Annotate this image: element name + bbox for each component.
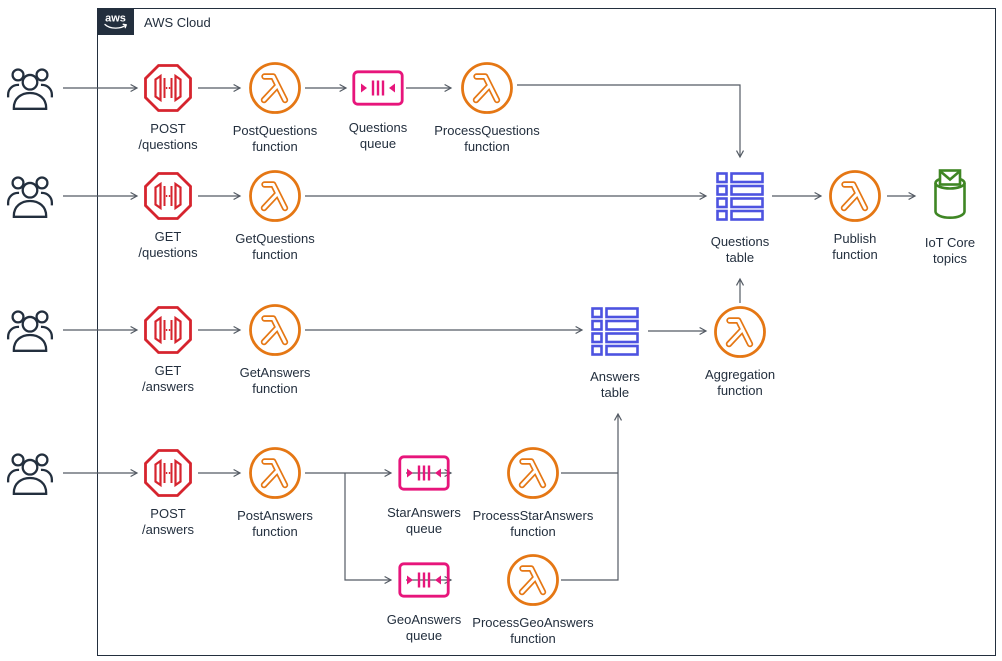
- node-geoanswers-queue: GeoAnswers queue: [349, 562, 499, 643]
- node-staranswers-queue: StarAnswers queue: [349, 455, 499, 536]
- node-iot-core-topics: IoT Core topics: [875, 166, 1002, 266]
- node-users-1: [0, 64, 105, 114]
- node-label: PostQuestions function: [232, 123, 318, 154]
- iot-core-topic-icon: [926, 166, 974, 224]
- dynamodb-table-icon: [589, 305, 641, 357]
- lambda-function-icon: [459, 60, 515, 116]
- node-label: Aggregation function: [704, 367, 776, 398]
- lambda-function-icon: [247, 168, 303, 224]
- node-label: Answers table: [590, 369, 640, 400]
- node-postanswers-function: PostAnswers function: [200, 445, 350, 539]
- node-processquestions-function: ProcessQuestions function: [412, 60, 562, 154]
- aws-cloud-label: AWS Cloud: [144, 15, 211, 30]
- aws-cloud-container: aws AWS Cloud: [96, 7, 996, 656]
- users-icon: [5, 449, 55, 499]
- node-label: ProcessGeoAnswers function: [472, 615, 594, 646]
- lambda-function-icon: [247, 60, 303, 116]
- lambda-function-icon: [505, 552, 561, 608]
- node-users-3: [0, 306, 105, 356]
- node-label: GeoAnswers queue: [386, 612, 462, 643]
- node-label: GetQuestions function: [235, 231, 315, 262]
- node-answers-table: Answers table: [540, 305, 690, 400]
- node-label: POST /questions: [138, 121, 198, 152]
- api-gateway-endpoint-icon: [142, 304, 194, 356]
- lambda-function-icon: [505, 445, 561, 501]
- api-gateway-endpoint-icon: [142, 62, 194, 114]
- node-aggregation-function: Aggregation function: [665, 304, 815, 398]
- sqs-queue-icon: [398, 455, 450, 491]
- node-questions-queue: Questions queue: [303, 70, 453, 151]
- node-publish-function: Publish function: [780, 168, 930, 262]
- connector-processquestions-fn-to-questions-table: [517, 84, 745, 159]
- node-processstaranswers-function: ProcessStarAnswers function: [458, 445, 608, 539]
- node-label: POST /answers: [141, 506, 195, 537]
- node-label: Publish function: [832, 231, 878, 262]
- node-getanswers-function: GetAnswers function: [200, 302, 350, 396]
- node-get-questions-endpoint: GET /questions: [93, 170, 243, 260]
- node-label: GET /questions: [138, 229, 198, 260]
- connector-postanswers-fn-to-geoanswers-queue: [344, 473, 393, 585]
- node-questions-table: Questions table: [665, 170, 815, 265]
- node-get-answers-endpoint: GET /answers: [93, 304, 243, 394]
- node-label: GetAnswers function: [239, 365, 311, 396]
- aws-logo: aws: [96, 7, 134, 35]
- sqs-queue-icon: [398, 562, 450, 598]
- node-users-2: [0, 172, 105, 222]
- node-label: StarAnswers queue: [387, 505, 461, 536]
- dynamodb-table-icon: [714, 170, 766, 222]
- node-post-answers-endpoint: POST /answers: [93, 447, 243, 537]
- node-label: IoT Core topics: [924, 235, 976, 266]
- node-label: PostAnswers function: [237, 508, 313, 539]
- aws-logo-text: aws: [105, 12, 126, 24]
- node-processgeoanswers-function: ProcessGeoAnswers function: [458, 552, 608, 646]
- node-label: Questions queue: [348, 120, 408, 151]
- lambda-function-icon: [247, 302, 303, 358]
- connector-processanswers-to-answers-table: [561, 412, 623, 581]
- api-gateway-endpoint-icon: [142, 447, 194, 499]
- node-label: GET /answers: [141, 363, 195, 394]
- node-label: ProcessQuestions function: [434, 123, 540, 154]
- users-icon: [5, 172, 55, 222]
- users-icon: [5, 64, 55, 114]
- lambda-function-icon: [712, 304, 768, 360]
- lambda-function-icon: [247, 445, 303, 501]
- node-getquestions-function: GetQuestions function: [200, 168, 350, 262]
- node-label: ProcessStarAnswers function: [472, 508, 594, 539]
- node-postquestions-function: PostQuestions function: [200, 60, 350, 154]
- node-post-questions-endpoint: POST /questions: [93, 62, 243, 152]
- node-users-4: [0, 449, 105, 499]
- node-label: Questions table: [710, 234, 770, 265]
- users-icon: [5, 306, 55, 356]
- sqs-queue-icon: [352, 70, 404, 106]
- api-gateway-endpoint-icon: [142, 170, 194, 222]
